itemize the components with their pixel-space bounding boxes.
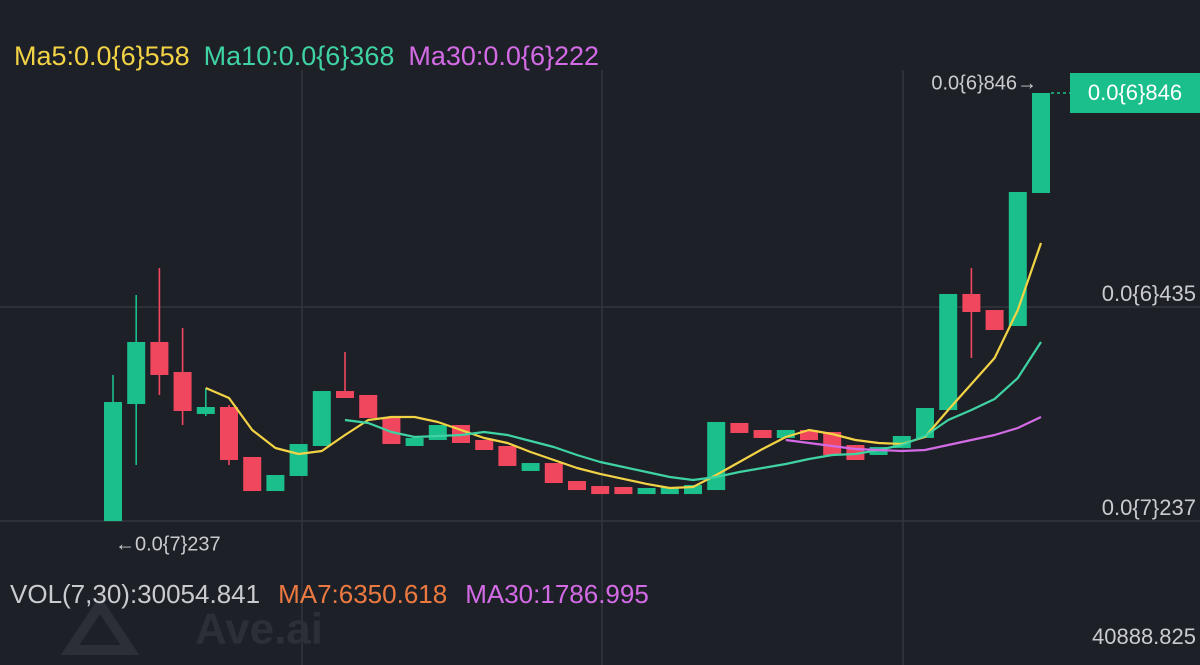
candle-body [127, 341, 146, 404]
candle-body [266, 474, 285, 492]
legend-entry: Ma5:0.0{6}558 [14, 41, 190, 71]
candle-body [544, 463, 563, 484]
candle-body [428, 425, 447, 441]
candle-body [220, 407, 238, 460]
candle-body [173, 372, 192, 412]
ma-legend: Ma5:0.0{6}558 Ma10:0.0{6}368 Ma30:0.0{6}22… [14, 41, 599, 71]
price-tag-label: 0.0{6}846 [1088, 80, 1182, 105]
volume-legend: VOL(7,30):30054.841 MA7:6350.618 MA30:1786… [10, 579, 649, 609]
candle-body [684, 484, 702, 495]
max-label: 0.0{6}846→ [931, 72, 1037, 94]
watermark-text: Ave.ai [195, 605, 323, 654]
price-tag-box [1070, 72, 1200, 113]
candle-body [312, 391, 331, 446]
candle-body [916, 407, 934, 438]
legend-entry: Ma10:0.0{6}368 [204, 41, 395, 71]
candle-body [962, 293, 981, 312]
candle-body [498, 445, 517, 466]
volume-max-label: 40888.825 [1092, 624, 1196, 649]
candle-body [939, 293, 958, 411]
candle-body [568, 481, 586, 491]
ma-lines [205, 242, 1043, 490]
candle-body [730, 422, 749, 433]
candle-body [1032, 92, 1050, 193]
labels: 0.0{6}435 0.0{7}237 0.0{6}846→ ←0.0{7}237 0.… [115, 72, 1200, 555]
candle-body [475, 440, 494, 451]
candle-body [985, 310, 1004, 331]
candle-body [707, 421, 726, 491]
candle-body [243, 456, 262, 492]
y-tick-label: 0.0{6}435 [1102, 281, 1196, 306]
candle-body [800, 430, 818, 441]
candle-body [289, 444, 308, 476]
y-tick-label: 0.0{7}237 [1102, 495, 1196, 520]
ma-line [785, 416, 1042, 453]
candle-body [637, 488, 656, 495]
candle-body [753, 430, 772, 438]
candle-body [614, 487, 633, 495]
candle-body [776, 430, 795, 438]
candle-body [196, 407, 215, 414]
volume-legend-entry: VOL(7,30):30054.841 [10, 579, 260, 609]
ma-line [344, 341, 1042, 482]
candle-body [660, 487, 679, 495]
candle-body [405, 437, 424, 446]
legend-entry: Ma30:0.0{6}222 [408, 41, 599, 71]
candle-body [823, 431, 842, 456]
candle-body [521, 463, 540, 471]
candle-body [1008, 192, 1027, 327]
candle-body [359, 394, 378, 418]
volume-legend-entry: MA7:6350.618 [278, 579, 447, 609]
grid [0, 306, 1200, 522]
candle-body [591, 486, 610, 495]
watermark: Ave.ai [60, 595, 323, 655]
watermark-logo [60, 595, 140, 655]
candle-body [104, 402, 122, 522]
candle-body [150, 341, 169, 375]
min-label: ←0.0{7}237 [115, 533, 221, 555]
candle-body [336, 391, 354, 398]
volume-legend-entry: MA30:1786.995 [465, 579, 649, 609]
